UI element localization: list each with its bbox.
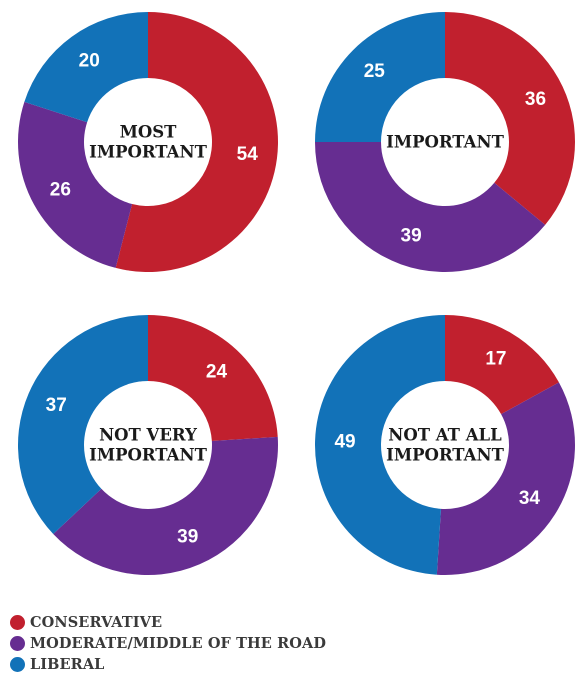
chart-title-line: IMPORTANT: [386, 133, 504, 152]
slice-moderate: [436, 382, 575, 575]
slice-conservative: [115, 12, 279, 273]
data-label-conservative: 17: [485, 348, 506, 369]
slice-conservative: [148, 315, 278, 441]
legend-item-conservative: CONSERVATIVE: [10, 612, 326, 633]
data-label-conservative: 36: [525, 89, 546, 110]
slice-conservative: [445, 12, 575, 225]
chart-title-line: IMPORTANT: [89, 446, 207, 465]
chart-title-line: IMPORTANT: [89, 143, 207, 162]
data-label-moderate: 26: [50, 180, 71, 201]
legend-label-conservative: CONSERVATIVE: [30, 614, 163, 631]
slice-liberal: [18, 315, 148, 534]
data-label-moderate: 34: [519, 488, 541, 509]
legend-label-liberal: LIBERAL: [30, 656, 105, 673]
data-label-liberal: 25: [364, 61, 386, 82]
chart-title-line: NOT VERY: [99, 426, 197, 445]
legend-swatch-moderate: [10, 636, 25, 651]
slice-liberal: [24, 12, 148, 123]
data-label-moderate: 39: [177, 526, 198, 547]
legend-item-liberal: LIBERAL: [10, 654, 326, 675]
legend-swatch-liberal: [10, 657, 25, 672]
chart-title-line: IMPORTANT: [386, 446, 504, 465]
donut-chart-2: 36 39 25 IMPORTANT: [315, 12, 575, 272]
data-label-liberal: 49: [334, 431, 355, 452]
slice-moderate: [17, 101, 133, 268]
legend-item-moderate: MODERATE/MIDDLE OF THE ROAD: [10, 633, 326, 654]
slice-conservative: [445, 315, 559, 415]
slice-liberal: [315, 12, 445, 142]
data-label-liberal: 20: [79, 51, 100, 72]
slice-moderate: [315, 142, 546, 272]
legend-swatch-conservative: [10, 615, 25, 630]
data-label-conservative: 54: [237, 144, 259, 165]
slice-moderate: [53, 436, 279, 575]
slice-liberal: [315, 315, 445, 575]
data-label-conservative: 24: [206, 362, 228, 383]
chart-title-line: MOST: [120, 123, 178, 142]
data-label-liberal: 37: [46, 395, 67, 416]
legend: CONSERVATIVE MODERATE/MIDDLE OF THE ROAD…: [10, 612, 326, 675]
chart-title-line: NOT AT ALL: [388, 426, 502, 445]
data-label-moderate: 39: [401, 226, 422, 247]
legend-label-moderate: MODERATE/MIDDLE OF THE ROAD: [30, 635, 326, 652]
